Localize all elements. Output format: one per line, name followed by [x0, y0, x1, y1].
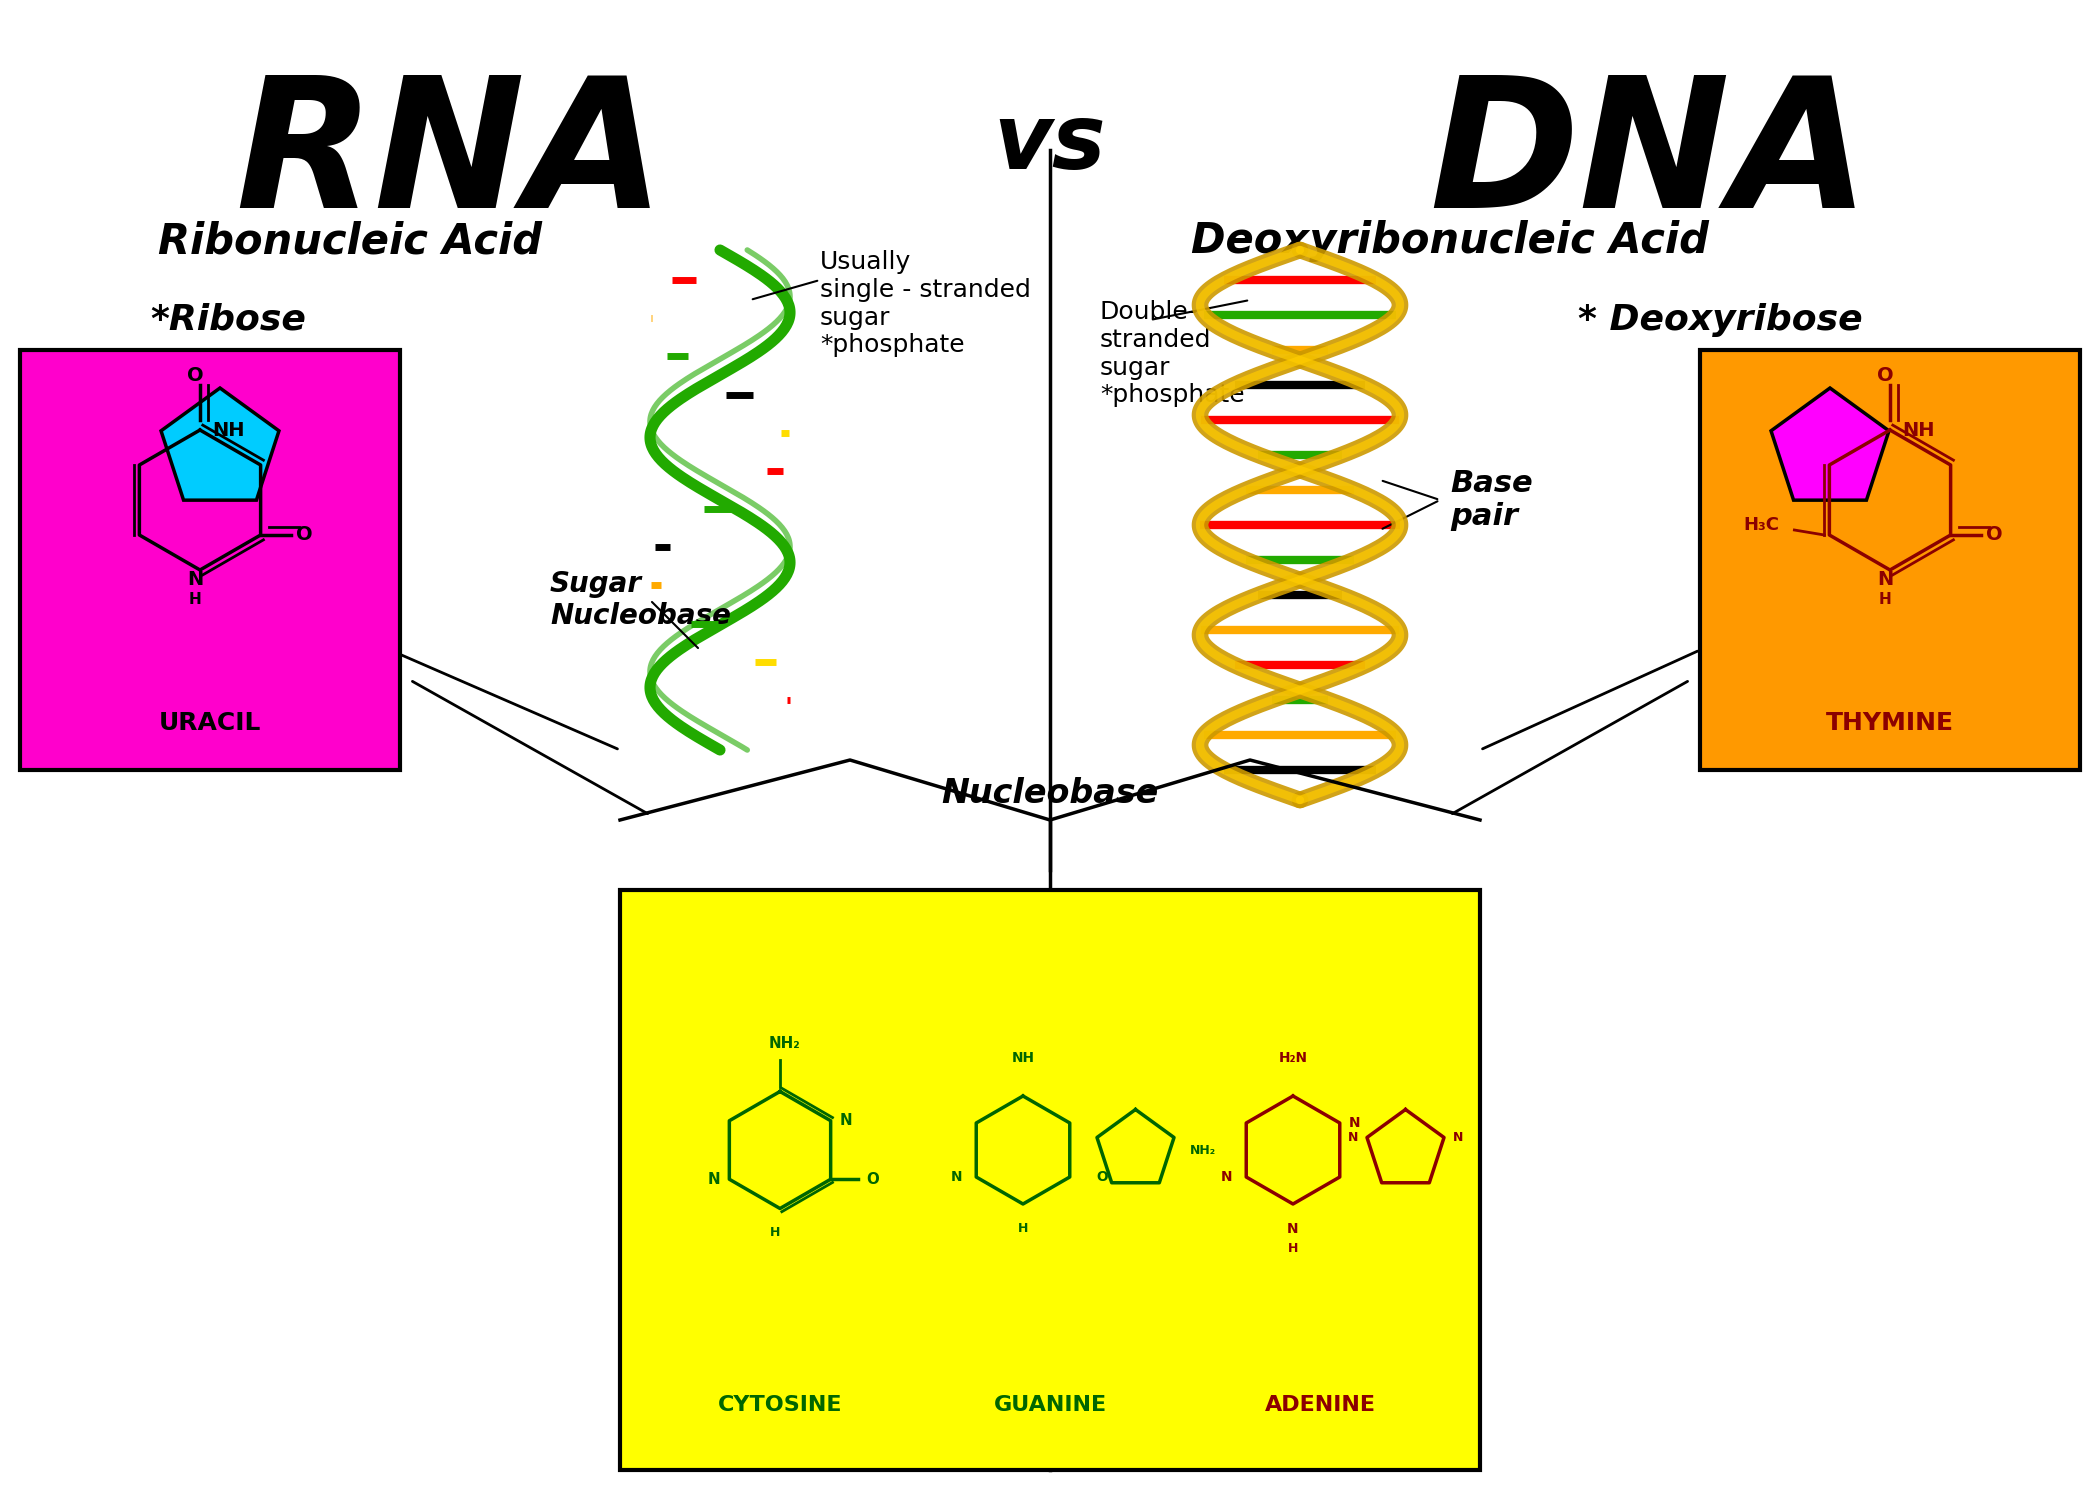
Text: H: H: [122, 441, 139, 459]
Text: H: H: [1287, 1242, 1298, 1256]
Text: H: H: [1863, 525, 1877, 544]
Text: O: O: [296, 525, 313, 544]
Text: O: O: [1877, 366, 1894, 386]
Text: CYTOSINE: CYTOSINE: [718, 1395, 842, 1414]
Text: CH₂: CH₂: [1802, 348, 1848, 368]
Text: H: H: [189, 592, 202, 608]
Text: OH: OH: [1774, 525, 1806, 544]
Text: O: O: [867, 1172, 880, 1186]
Text: URACIL: URACIL: [160, 711, 260, 735]
Text: N: N: [1348, 1116, 1361, 1130]
Text: * Deoxyribose: * Deoxyribose: [1577, 303, 1863, 338]
Text: Double-
stranded
sugar
*phosphate: Double- stranded sugar *phosphate: [1100, 300, 1245, 408]
Text: N: N: [1877, 570, 1892, 590]
Text: H₃C: H₃C: [1743, 516, 1779, 534]
Text: Sugar
Nucleobase: Sugar Nucleobase: [550, 570, 731, 630]
Text: H: H: [248, 416, 262, 435]
Text: *Ribose: *Ribose: [149, 303, 307, 338]
Text: N: N: [1348, 1131, 1359, 1144]
Text: O: O: [187, 366, 204, 386]
Text: O: O: [1987, 525, 2001, 544]
Text: Base
pair: Base pair: [1449, 468, 1533, 531]
FancyBboxPatch shape: [620, 890, 1480, 1470]
Text: H: H: [302, 441, 317, 459]
Text: H: H: [1018, 1222, 1029, 1234]
Text: N: N: [708, 1172, 720, 1186]
Text: N: N: [951, 1170, 962, 1184]
FancyBboxPatch shape: [1701, 350, 2079, 770]
Text: H: H: [1880, 592, 1892, 608]
Text: ADENINE: ADENINE: [1264, 1395, 1376, 1414]
Text: H: H: [1911, 441, 1928, 459]
Text: N: N: [1287, 1222, 1298, 1236]
Polygon shape: [1770, 388, 1890, 500]
Text: Deoxyribonucleic Acid: Deoxyribonucleic Acid: [1191, 220, 1709, 262]
Text: NH₂: NH₂: [769, 1036, 800, 1052]
Text: vs: vs: [993, 100, 1107, 188]
Text: N: N: [840, 1113, 853, 1128]
Polygon shape: [162, 388, 279, 500]
Text: OH: OH: [164, 525, 197, 544]
Text: H: H: [771, 1227, 781, 1239]
Text: H: H: [1856, 416, 1873, 435]
Text: OH: OH: [244, 525, 277, 544]
Text: NH: NH: [1903, 420, 1934, 440]
Text: RNA: RNA: [235, 70, 666, 246]
Text: THYMINE: THYMINE: [1827, 711, 1953, 735]
Text: Ribonucleic Acid: Ribonucleic Acid: [158, 220, 542, 262]
Text: GUANINE: GUANINE: [993, 1395, 1107, 1414]
Text: NH₂: NH₂: [1189, 1143, 1216, 1156]
FancyBboxPatch shape: [21, 350, 399, 770]
Text: H: H: [1732, 441, 1747, 459]
Text: NH: NH: [1012, 1050, 1035, 1065]
Text: H: H: [1787, 416, 1804, 435]
Text: Nucleobase: Nucleobase: [941, 777, 1159, 810]
Text: H₂N: H₂N: [1279, 1050, 1308, 1065]
Text: NH: NH: [212, 420, 244, 440]
Text: O: O: [1096, 1170, 1109, 1184]
Text: CH₂: CH₂: [193, 348, 237, 368]
Text: N: N: [187, 570, 204, 590]
Text: H: H: [176, 416, 193, 435]
Text: N: N: [1453, 1131, 1464, 1144]
Text: DNA: DNA: [1430, 70, 1871, 246]
Text: N: N: [1222, 1170, 1233, 1184]
Text: Usually
single - stranded
sugar
*phosphate: Usually single - stranded sugar *phospha…: [819, 251, 1031, 357]
